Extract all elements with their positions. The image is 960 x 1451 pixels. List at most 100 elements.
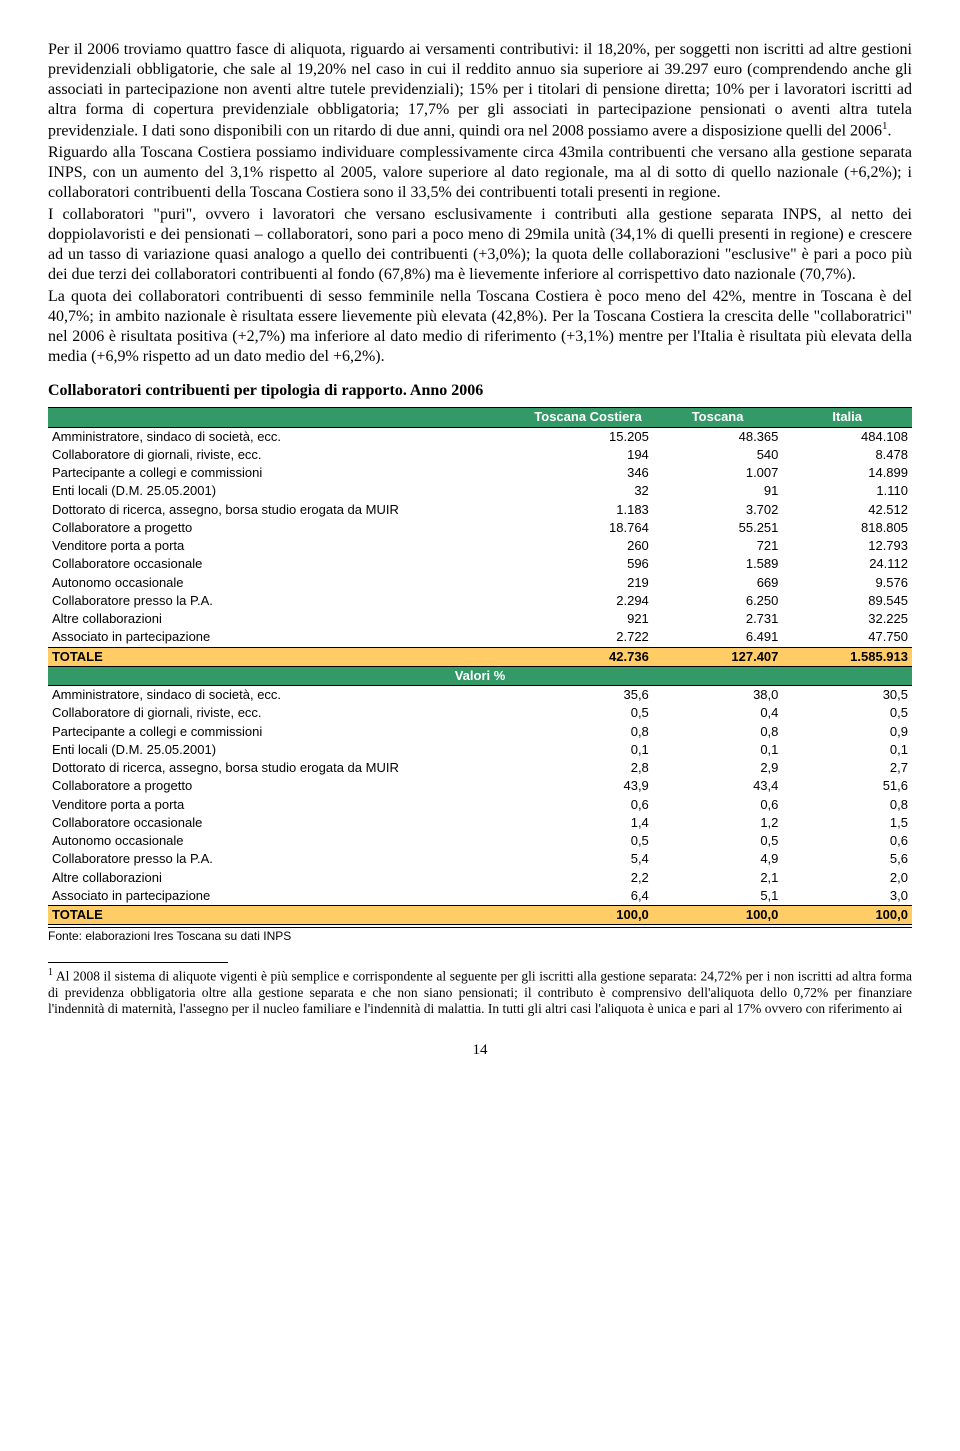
table-source: Fonte: elaborazioni Ires Toscana su dati… xyxy=(48,927,912,944)
row-value: 260 xyxy=(523,537,653,555)
row-value: 0,1 xyxy=(523,741,653,759)
col-header: Toscana xyxy=(653,408,783,427)
row-label: Collaboratore a progetto xyxy=(48,519,523,537)
total-val: 100,0 xyxy=(653,906,783,925)
row-value: 1,4 xyxy=(523,814,653,832)
table-row: Collaboratore di giornali, riviste, ecc.… xyxy=(48,446,912,464)
row-value: 35,6 xyxy=(523,686,653,705)
table-row: Associato in partecipazione2.7226.49147.… xyxy=(48,628,912,647)
row-value: 38,0 xyxy=(653,686,783,705)
row-value: 42.512 xyxy=(782,501,912,519)
page-number: 14 xyxy=(48,1041,912,1060)
table-row: Collaboratore occasionale1,41,21,5 xyxy=(48,814,912,832)
col-header: Toscana Costiera xyxy=(523,408,653,427)
row-value: 0,8 xyxy=(782,796,912,814)
row-value: 6.491 xyxy=(653,628,783,647)
row-label: Dottorato di ricerca, assegno, borsa stu… xyxy=(48,501,523,519)
row-label: Venditore porta a porta xyxy=(48,537,523,555)
total-val: 42.736 xyxy=(523,647,653,666)
table-row: Collaboratore presso la P.A.5,44,95,6 xyxy=(48,850,912,868)
table-row: Collaboratore occasionale5961.58924.112 xyxy=(48,555,912,573)
row-value: 1.007 xyxy=(653,464,783,482)
row-value: 1,2 xyxy=(653,814,783,832)
table-row: Enti locali (D.M. 25.05.2001)32911.110 xyxy=(48,482,912,500)
row-value: 32.225 xyxy=(782,610,912,628)
total-label: TOTALE xyxy=(48,647,523,666)
total-val: 100,0 xyxy=(782,906,912,925)
total-val: 100,0 xyxy=(523,906,653,925)
row-value: 2.731 xyxy=(653,610,783,628)
row-value: 24.112 xyxy=(782,555,912,573)
row-value: 0,5 xyxy=(523,704,653,722)
row-value: 5,6 xyxy=(782,850,912,868)
row-value: 4,9 xyxy=(653,850,783,868)
row-value: 3.702 xyxy=(653,501,783,519)
row-label: Enti locali (D.M. 25.05.2001) xyxy=(48,741,523,759)
body-paragraph: Per il 2006 troviamo quattro fasce di al… xyxy=(48,40,912,141)
row-label: Associato in partecipazione xyxy=(48,887,523,906)
row-value: 32 xyxy=(523,482,653,500)
row-value: 219 xyxy=(523,574,653,592)
row-value: 2,2 xyxy=(523,869,653,887)
row-label: Altre collaborazioni xyxy=(48,610,523,628)
row-label: Associato in partecipazione xyxy=(48,628,523,647)
row-value: 2,1 xyxy=(653,869,783,887)
footnote-text: 1 Al 2008 il sistema di aliquote vigenti… xyxy=(48,967,912,1017)
row-value: 2,8 xyxy=(523,759,653,777)
row-value: 8.478 xyxy=(782,446,912,464)
row-value: 2,0 xyxy=(782,869,912,887)
row-value: 3,0 xyxy=(782,887,912,906)
table-row: Amministratore, sindaco di società, ecc.… xyxy=(48,686,912,705)
row-value: 18.764 xyxy=(523,519,653,537)
row-value: 0,8 xyxy=(653,723,783,741)
table-total-row: TOTALE 100,0 100,0 100,0 xyxy=(48,906,912,925)
total-val: 1.585.913 xyxy=(782,647,912,666)
row-value: 5,1 xyxy=(653,887,783,906)
row-label: Collaboratore di giornali, riviste, ecc. xyxy=(48,446,523,464)
table-row: Collaboratore presso la P.A.2.2946.25089… xyxy=(48,592,912,610)
row-value: 346 xyxy=(523,464,653,482)
body-paragraph: Riguardo alla Toscana Costiera possiamo … xyxy=(48,143,912,203)
row-label: Amministratore, sindaco di società, ecc. xyxy=(48,427,523,446)
row-value: 47.750 xyxy=(782,628,912,647)
row-value: 5,4 xyxy=(523,850,653,868)
row-value: 89.545 xyxy=(782,592,912,610)
row-label: Collaboratore presso la P.A. xyxy=(48,850,523,868)
col-header: Italia xyxy=(782,408,912,427)
table-row: Enti locali (D.M. 25.05.2001)0,10,10,1 xyxy=(48,741,912,759)
table-row: Altre collaborazioni2,22,12,0 xyxy=(48,869,912,887)
row-value: 6,4 xyxy=(523,887,653,906)
row-value: 669 xyxy=(653,574,783,592)
row-value: 30,5 xyxy=(782,686,912,705)
row-value: 484.108 xyxy=(782,427,912,446)
row-label: Partecipante a collegi e commissioni xyxy=(48,464,523,482)
body-paragraph: I collaboratori "puri", ovvero i lavorat… xyxy=(48,205,912,285)
row-label: Autonomo occasionale xyxy=(48,574,523,592)
row-label: Dottorato di ricerca, assegno, borsa stu… xyxy=(48,759,523,777)
row-value: 14.899 xyxy=(782,464,912,482)
row-label: Autonomo occasionale xyxy=(48,832,523,850)
row-value: 2.294 xyxy=(523,592,653,610)
table-row: Venditore porta a porta26072112.793 xyxy=(48,537,912,555)
row-label: Enti locali (D.M. 25.05.2001) xyxy=(48,482,523,500)
row-label: Collaboratore presso la P.A. xyxy=(48,592,523,610)
row-value: 6.250 xyxy=(653,592,783,610)
table-row: Collaboratore a progetto43,943,451,6 xyxy=(48,777,912,795)
row-value: 818.805 xyxy=(782,519,912,537)
row-value: 2,7 xyxy=(782,759,912,777)
row-value: 0,4 xyxy=(653,704,783,722)
table-row: Dottorato di ricerca, assegno, borsa stu… xyxy=(48,501,912,519)
row-value: 15.205 xyxy=(523,427,653,446)
row-value: 1.110 xyxy=(782,482,912,500)
row-value: 2,9 xyxy=(653,759,783,777)
table-row: Collaboratore a progetto18.76455.251818.… xyxy=(48,519,912,537)
row-value: 51,6 xyxy=(782,777,912,795)
row-value: 0,1 xyxy=(653,741,783,759)
row-value: 48.365 xyxy=(653,427,783,446)
table-row: Altre collaborazioni9212.73132.225 xyxy=(48,610,912,628)
table-row: Venditore porta a porta0,60,60,8 xyxy=(48,796,912,814)
table-row: Collaboratore di giornali, riviste, ecc.… xyxy=(48,704,912,722)
footnote-separator xyxy=(48,962,228,963)
total-label: TOTALE xyxy=(48,906,523,925)
table-total-row: TOTALE 42.736 127.407 1.585.913 xyxy=(48,647,912,666)
